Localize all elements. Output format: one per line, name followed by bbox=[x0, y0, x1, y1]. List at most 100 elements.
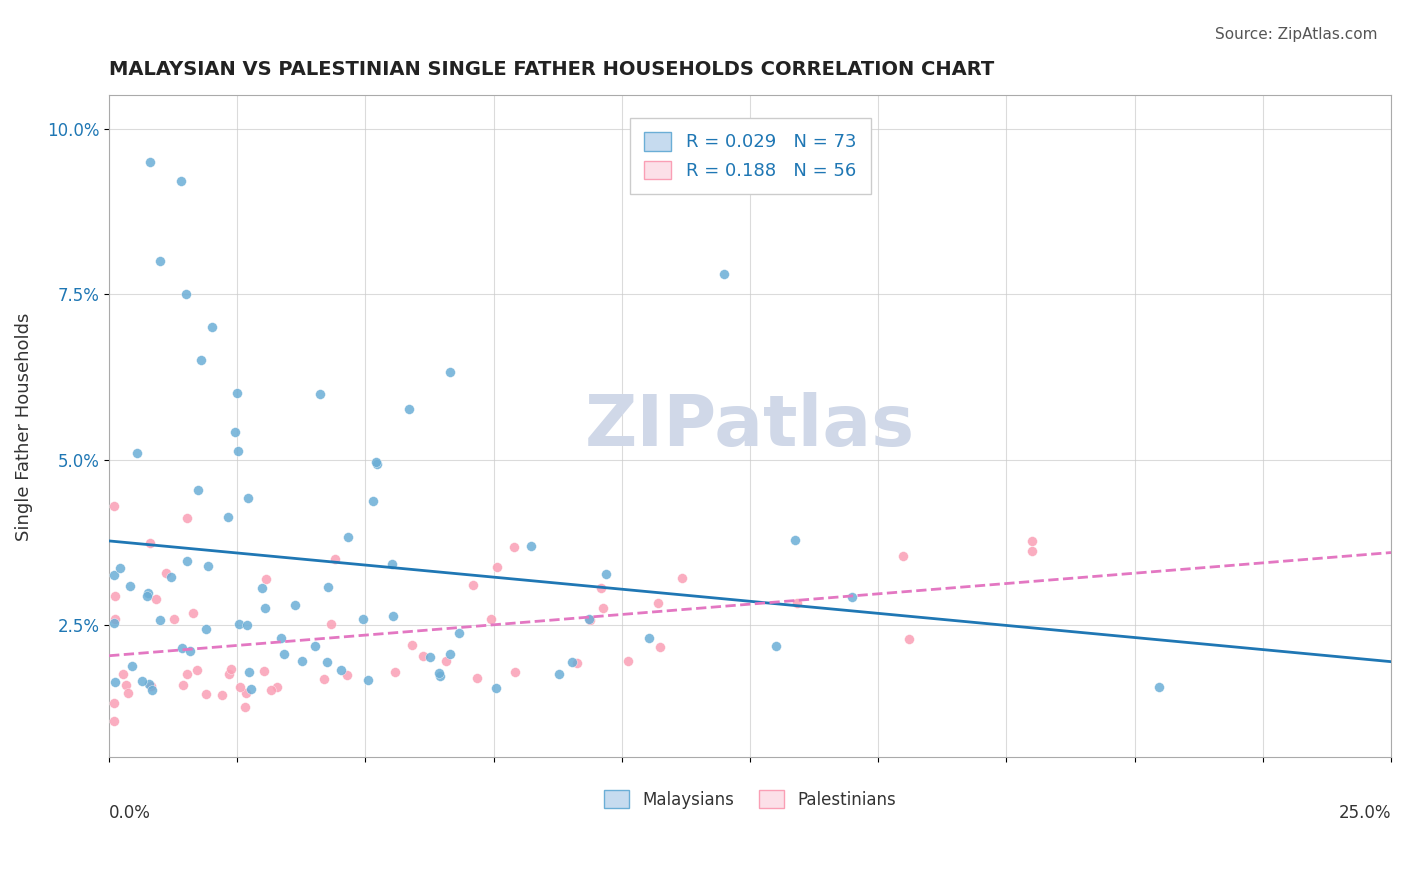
Malaysians bbox=[304, 639, 326, 653]
Palestinians bbox=[897, 632, 920, 646]
Palestinians bbox=[186, 663, 208, 677]
Malaysians bbox=[548, 667, 571, 681]
Malaysians bbox=[361, 494, 384, 508]
Malaysians bbox=[329, 663, 352, 677]
Malaysians bbox=[238, 665, 260, 679]
Malaysians bbox=[149, 613, 172, 627]
Palestinians bbox=[260, 683, 283, 698]
Malaysians bbox=[131, 673, 153, 688]
Palestinians bbox=[139, 679, 162, 693]
Malaysians bbox=[159, 570, 181, 584]
Malaysians bbox=[520, 539, 543, 553]
Palestinians bbox=[321, 616, 343, 631]
Malaysians bbox=[179, 643, 201, 657]
Palestinians bbox=[194, 687, 217, 701]
Malaysians bbox=[121, 658, 143, 673]
Palestinians bbox=[229, 681, 252, 695]
Palestinians bbox=[579, 613, 602, 627]
Malaysians bbox=[352, 612, 374, 626]
Malaysians bbox=[595, 566, 617, 581]
Malaysians bbox=[217, 510, 239, 524]
Malaysians bbox=[783, 533, 806, 547]
Malaysians bbox=[197, 558, 219, 573]
Malaysians bbox=[638, 631, 661, 645]
Legend: Malaysians, Palestinians: Malaysians, Palestinians bbox=[598, 784, 903, 815]
Malaysians bbox=[103, 568, 125, 582]
Palestinians bbox=[592, 600, 614, 615]
Malaysians bbox=[139, 154, 162, 169]
Palestinians bbox=[647, 596, 669, 610]
Palestinians bbox=[591, 581, 613, 595]
Palestinians bbox=[485, 560, 508, 574]
Text: 25.0%: 25.0% bbox=[1339, 804, 1391, 822]
Malaysians bbox=[141, 682, 163, 697]
Malaysians bbox=[713, 267, 735, 281]
Malaysians bbox=[578, 612, 600, 626]
Palestinians bbox=[163, 612, 186, 626]
Malaysians bbox=[357, 673, 380, 687]
Malaysians bbox=[118, 579, 141, 593]
Palestinians bbox=[104, 612, 127, 626]
Palestinians bbox=[145, 592, 167, 607]
Malaysians bbox=[841, 591, 863, 605]
Malaysians bbox=[170, 640, 193, 655]
Text: 0.0%: 0.0% bbox=[110, 804, 150, 822]
Malaysians bbox=[201, 320, 224, 334]
Text: ZIPatlas: ZIPatlas bbox=[585, 392, 915, 461]
Malaysians bbox=[224, 425, 246, 439]
Malaysians bbox=[447, 626, 470, 640]
Palestinians bbox=[111, 666, 134, 681]
Malaysians bbox=[429, 669, 451, 683]
Text: Source: ZipAtlas.com: Source: ZipAtlas.com bbox=[1215, 27, 1378, 42]
Malaysians bbox=[419, 649, 441, 664]
Malaysians bbox=[485, 681, 508, 696]
Palestinians bbox=[479, 612, 502, 626]
Y-axis label: Single Father Households: Single Father Households bbox=[15, 312, 32, 541]
Palestinians bbox=[384, 665, 406, 679]
Malaysians bbox=[149, 254, 172, 268]
Malaysians bbox=[228, 617, 250, 632]
Palestinians bbox=[219, 662, 242, 676]
Malaysians bbox=[138, 677, 160, 691]
Text: MALAYSIAN VS PALESTINIAN SINGLE FATHER HOUSEHOLDS CORRELATION CHART: MALAYSIAN VS PALESTINIAN SINGLE FATHER H… bbox=[110, 60, 994, 78]
Palestinians bbox=[465, 671, 488, 685]
Malaysians bbox=[170, 174, 193, 188]
Palestinians bbox=[314, 672, 336, 686]
Malaysians bbox=[381, 558, 404, 572]
Malaysians bbox=[176, 554, 198, 568]
Palestinians bbox=[401, 639, 423, 653]
Palestinians bbox=[503, 541, 526, 555]
Malaysians bbox=[228, 444, 250, 458]
Malaysians bbox=[135, 590, 157, 604]
Malaysians bbox=[273, 647, 295, 661]
Malaysians bbox=[765, 639, 787, 653]
Malaysians bbox=[366, 458, 388, 472]
Malaysians bbox=[366, 455, 388, 469]
Palestinians bbox=[155, 566, 177, 580]
Palestinians bbox=[617, 654, 640, 668]
Palestinians bbox=[786, 596, 808, 610]
Palestinians bbox=[103, 499, 125, 513]
Malaysians bbox=[291, 654, 314, 668]
Palestinians bbox=[1021, 544, 1043, 558]
Malaysians bbox=[316, 580, 339, 594]
Malaysians bbox=[427, 666, 450, 681]
Malaysians bbox=[381, 608, 404, 623]
Malaysians bbox=[398, 402, 420, 417]
Malaysians bbox=[236, 491, 259, 506]
Palestinians bbox=[117, 686, 139, 700]
Malaysians bbox=[252, 581, 274, 595]
Malaysians bbox=[336, 529, 359, 543]
Palestinians bbox=[434, 654, 457, 668]
Palestinians bbox=[463, 578, 485, 592]
Palestinians bbox=[1021, 534, 1043, 549]
Palestinians bbox=[253, 665, 276, 679]
Malaysians bbox=[561, 656, 583, 670]
Malaysians bbox=[226, 386, 249, 401]
Malaysians bbox=[236, 618, 259, 632]
Palestinians bbox=[139, 536, 162, 550]
Palestinians bbox=[412, 649, 434, 664]
Malaysians bbox=[187, 483, 209, 498]
Malaysians bbox=[270, 631, 292, 645]
Palestinians bbox=[648, 640, 671, 655]
